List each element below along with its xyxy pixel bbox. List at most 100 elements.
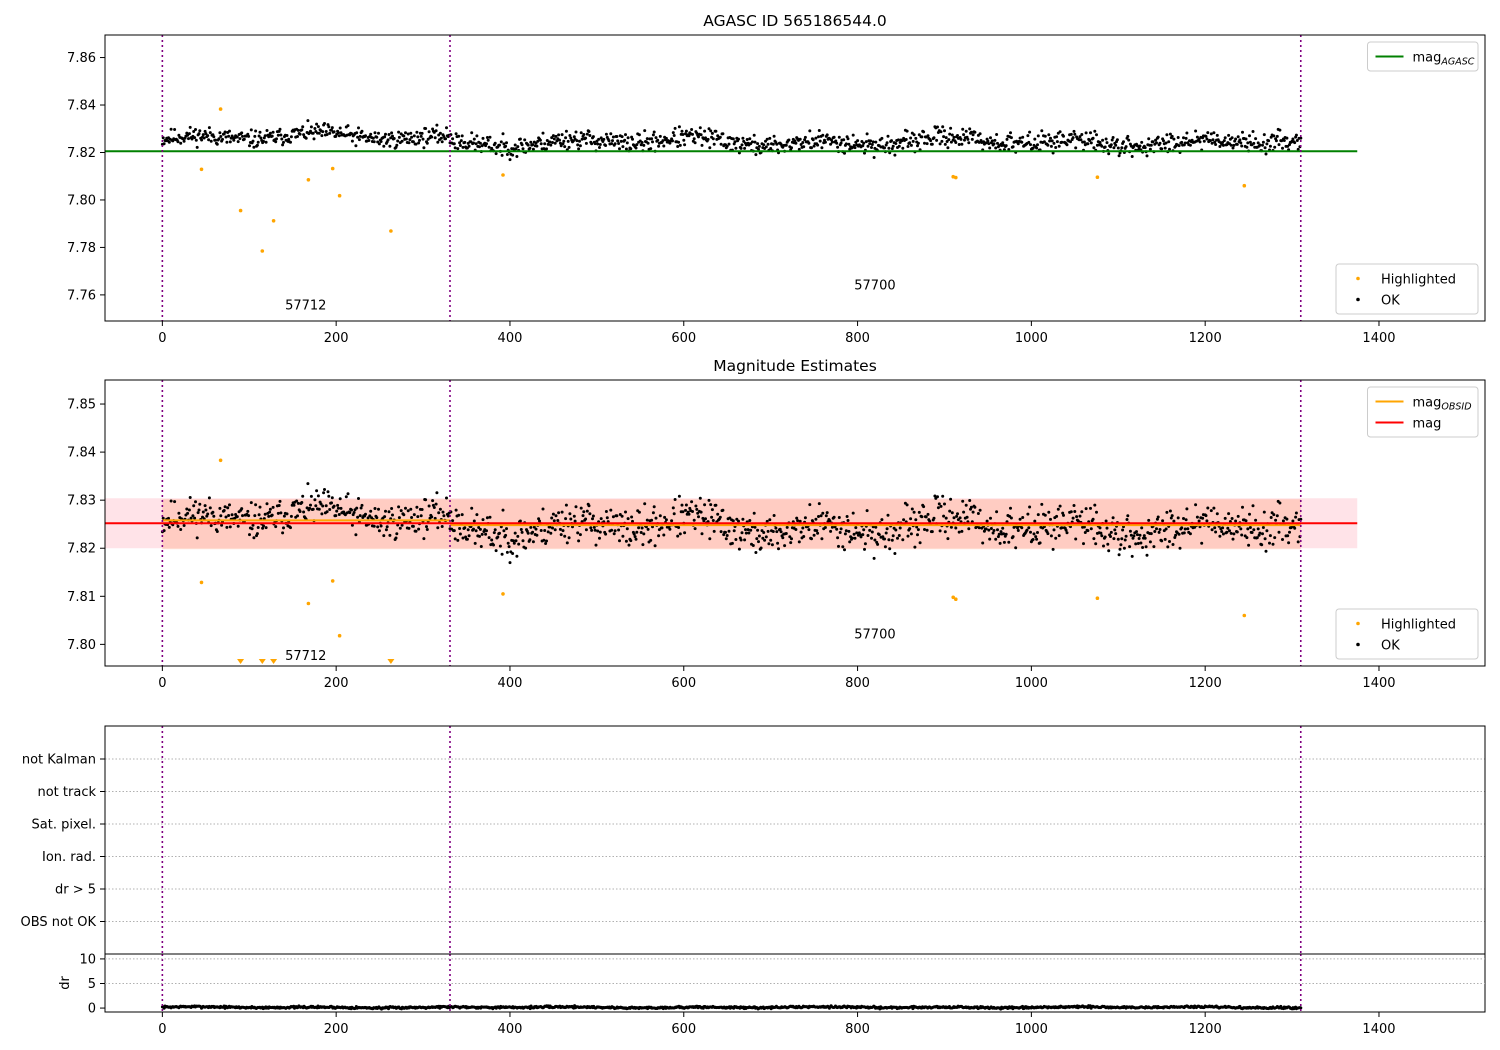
panel2-point-ok (1197, 519, 1201, 523)
panel1-point-highlighted (260, 249, 265, 253)
panel2-point-ok (863, 542, 867, 546)
panel2-point-ok (1043, 513, 1047, 517)
panel2-point-ok (451, 519, 455, 523)
panel2-point-ok (676, 534, 680, 538)
panel1-point-ok (977, 140, 981, 144)
panel1-point-ok (802, 145, 806, 149)
panel1-point-ok (456, 147, 460, 151)
panel2-point-ok (223, 505, 227, 509)
panel2-point-ok (1170, 514, 1174, 518)
panel1-point-ok (700, 143, 704, 147)
panel1-point-ok (950, 133, 954, 137)
panel2-point-ok (1268, 541, 1271, 545)
panel2-point-ok (1060, 526, 1064, 530)
panel2-point-ok (1078, 514, 1082, 518)
panel1-point-ok (228, 129, 231, 133)
panel2-ytick-label: 7.85 (67, 398, 96, 413)
panel2-point-ok (492, 531, 496, 535)
panel2-point-ok (1134, 542, 1138, 546)
panel2-point-ok (852, 532, 856, 536)
panel2-point-ok (592, 525, 596, 529)
panel1-point-ok (948, 132, 952, 136)
panel1-point-ok (970, 137, 974, 141)
panel1-point-ok (461, 145, 465, 149)
panel1-plot-area (105, 107, 1358, 253)
panel1-point-ok (764, 145, 768, 149)
panel2-point-ok (1220, 530, 1224, 533)
panel1-point-ok (1176, 136, 1180, 139)
panel2-point-ok (513, 531, 517, 535)
panel1-point-ok (930, 142, 934, 146)
panel1-point-ok (725, 144, 729, 148)
panel1-point-ok (652, 130, 656, 134)
panel2-point-ok (1128, 529, 1132, 533)
panel2-point-ok (1234, 519, 1238, 523)
panel2-point-ok (756, 528, 760, 532)
panel1-point-ok (379, 140, 383, 143)
panel2-point-ok (301, 494, 305, 498)
panel2-point-ok (624, 510, 627, 514)
panel2-point-ok (1004, 532, 1008, 536)
panel2-point-ok (478, 527, 482, 531)
panel1-point-ok (1078, 135, 1082, 139)
panel2-point-ok (909, 517, 913, 521)
panel1-point-ok (598, 143, 602, 146)
panel1-point-ok (909, 136, 913, 140)
panel1-point-ok (505, 153, 509, 156)
panel2-point-ok (1140, 526, 1144, 530)
panel2-point-ok (943, 530, 947, 534)
panel1-point-ok (994, 146, 998, 150)
panel1-point-ok (1095, 133, 1098, 137)
panel1-lower-legend-dot (1356, 276, 1360, 281)
panel2-point-ok (991, 531, 995, 535)
panel1-point-ok (182, 139, 186, 143)
panel1-point-ok (578, 144, 582, 148)
panel2-point-ok (646, 527, 650, 531)
panel2-point-ok (722, 533, 726, 537)
panel1-point-ok (748, 137, 752, 141)
panel1-point-ok (1274, 139, 1278, 143)
panel2-point-ok (1036, 513, 1040, 517)
panel2-point-ok (905, 503, 909, 507)
panel1-point-ok (263, 134, 267, 138)
panel2-point-ok (588, 512, 592, 516)
panel2-point-ok (653, 544, 657, 548)
panel1-point-ok (289, 135, 293, 139)
panel2-point-ok (587, 504, 591, 508)
panel2-point-ok (699, 510, 703, 514)
panel1-point-ok (1212, 131, 1216, 135)
panel1-point-ok (320, 134, 324, 138)
panel2-point-ok (650, 518, 654, 522)
panel2-point-ok (279, 511, 283, 515)
panel1-point-ok (445, 126, 448, 130)
panel1-point-ok (856, 139, 860, 143)
panel1-point-ok (1058, 130, 1062, 134)
panel1-point-ok (357, 126, 360, 130)
panel1-point-ok (740, 143, 744, 147)
panel2-point-ok (1263, 537, 1267, 541)
panel2-point-ok (989, 516, 992, 520)
panel1-point-ok (1268, 144, 1272, 148)
panel3-flag-label: not track (37, 785, 96, 800)
panel1-point-ok (579, 131, 583, 135)
panel3-frame (104, 725, 1486, 955)
panel2-point-ok (1121, 528, 1125, 532)
panel1-point-ok (472, 137, 476, 141)
panel2-point-ok (564, 517, 568, 521)
panel2-point-ok (954, 526, 958, 530)
panel1-xtick-label: 600 (671, 331, 696, 346)
panel1-point-ok (1185, 131, 1189, 135)
panel1-point-ok (598, 146, 601, 149)
panel2-point-ok (1273, 536, 1277, 540)
panel2-point-ok (1188, 532, 1192, 536)
panel1-point-ok (803, 138, 807, 142)
panel2-point-ok (894, 528, 898, 532)
panel1-point-ok (912, 133, 916, 137)
panel2-point-ok (1049, 517, 1052, 521)
panel2-point-ok (249, 501, 253, 505)
panel2-point-ok (411, 524, 415, 528)
panel2-point-ok (1230, 517, 1234, 520)
panel1-point-ok (596, 142, 600, 146)
panel2-point-ok (1142, 534, 1146, 538)
